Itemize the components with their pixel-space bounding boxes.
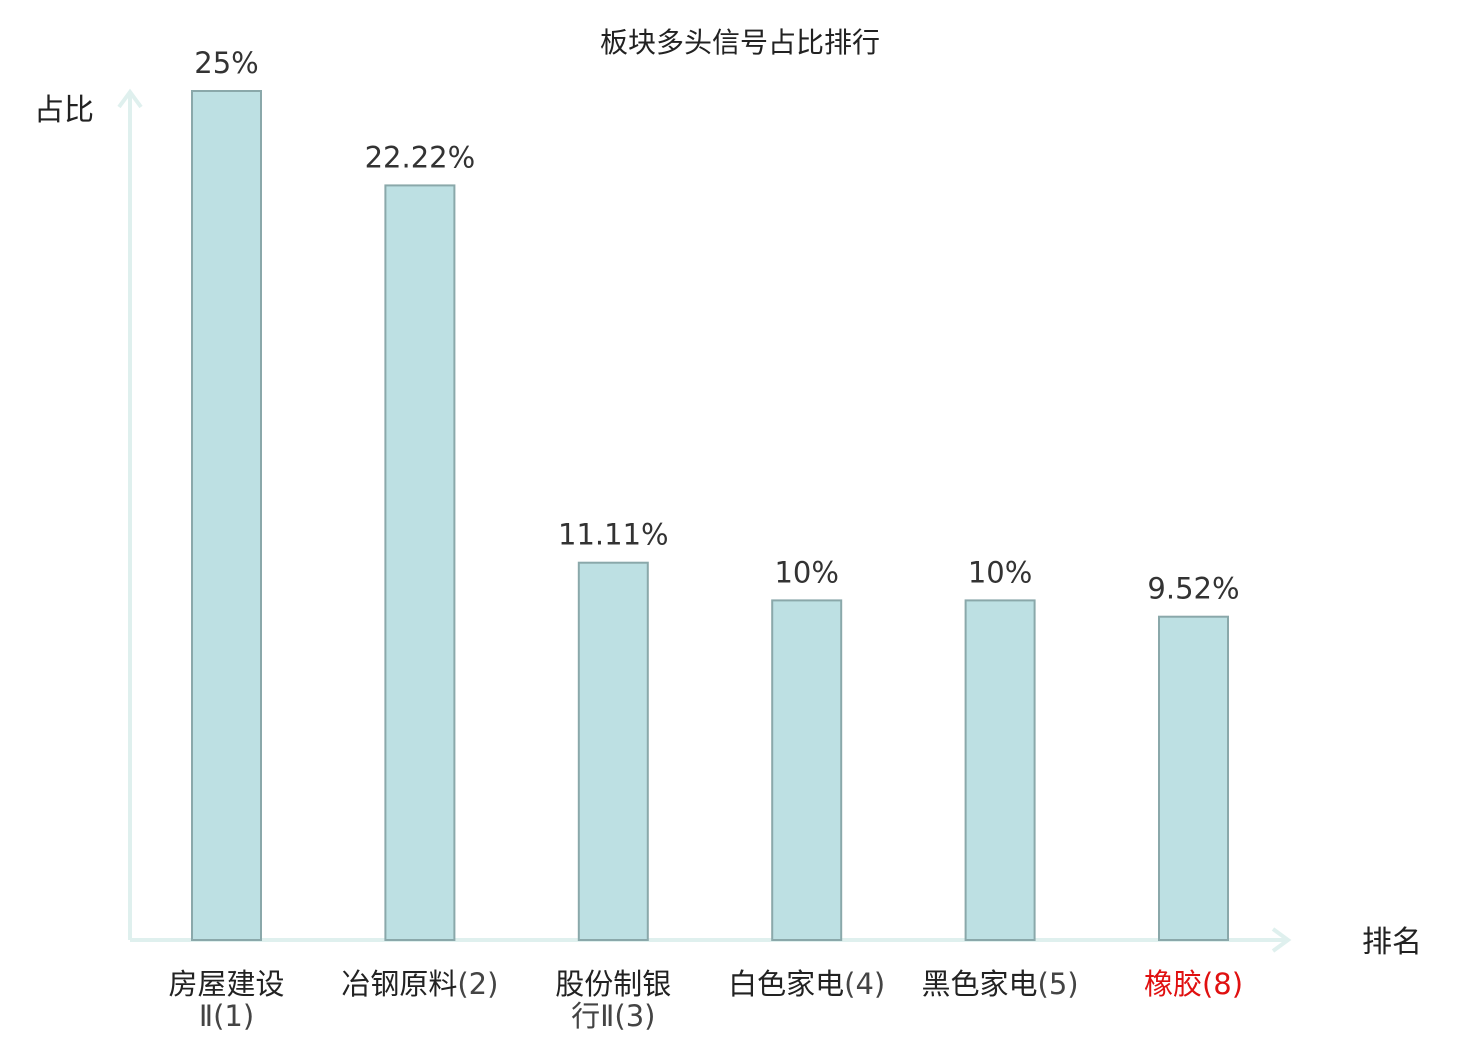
value-label-6: 9.52% [1147, 572, 1239, 606]
x-axis-arrow [1271, 927, 1292, 953]
category-label-5: 黑色家电(5) [922, 967, 1079, 1001]
category-label-3-line-2: 行Ⅱ(3) [571, 999, 655, 1033]
y-axis-arrow [117, 88, 143, 109]
value-label-5: 10% [968, 555, 1032, 589]
bar-6 [1158, 615, 1229, 941]
bars-group [191, 90, 1229, 942]
category-label-1-line-2: Ⅱ(1) [199, 999, 254, 1033]
category-label-3-line-1: 股份制银 [555, 967, 671, 1001]
y-axis-label: 占比 [34, 93, 94, 128]
value-label-4: 10% [774, 555, 838, 589]
value-label-2: 22.22% [365, 140, 476, 174]
category-label-2: 冶钢原料(2) [341, 967, 498, 1001]
bar-5 [964, 599, 1036, 942]
category-label-4: 白色家电(4) [728, 967, 885, 1001]
chart-title: 板块多头信号占比排行 [600, 26, 880, 59]
value-label-1: 25% [194, 46, 258, 80]
bar-3 [577, 561, 649, 941]
x-axis-label: 排名 [1362, 925, 1422, 960]
bar-1 [191, 90, 262, 941]
value-labels-group: 25% 22.22% 11.11% 10% 10% 9.52% [194, 46, 1239, 606]
category-label-6: 橡胶(8) [1144, 967, 1243, 1001]
category-label-1-line-1: 房屋建设 [168, 967, 284, 1001]
value-label-3: 11.11% [558, 518, 669, 552]
bar-2 [384, 184, 456, 941]
bar-4 [771, 599, 843, 942]
